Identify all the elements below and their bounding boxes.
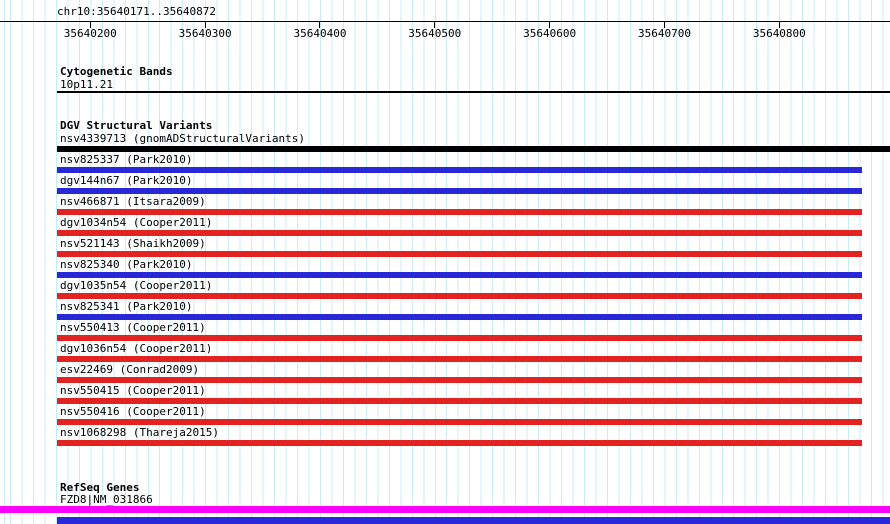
variant-row: dgv1036n54 (Cooper2011) — [0, 343, 890, 364]
variant-bar[interactable] — [57, 167, 862, 173]
variant-row: nsv825340 (Park2010) — [0, 259, 890, 280]
variant-bar[interactable] — [57, 398, 862, 404]
variant-row: dgv1035n54 (Cooper2011) — [0, 280, 890, 301]
ruler-tick — [319, 22, 321, 28]
refseq-gene-label: FZD8|NM_031866 — [60, 493, 153, 506]
variant-bar[interactable] — [57, 335, 862, 341]
dgv-structural-variants-header: DGV Structural Variants — [60, 119, 213, 132]
variant-row: nsv466871 (Itsara2009) — [0, 196, 890, 217]
variant-row: nsv550416 (Cooper2011) — [0, 406, 890, 427]
cytoband-label: 10p11.21 — [60, 78, 113, 91]
variant-row: nsv550413 (Cooper2011) — [0, 322, 890, 343]
variant-label: nsv825341 (Park2010) — [60, 300, 193, 313]
variant-label: nsv466871 (Itsara2009) — [60, 195, 206, 208]
ruler-tick-label: 35640200 — [63, 27, 117, 40]
variant-bar[interactable] — [57, 272, 862, 278]
ruler-tick — [204, 22, 206, 28]
variant-bar[interactable] — [57, 419, 862, 425]
ruler-tick — [663, 22, 665, 28]
variant-label: dgv144n67 (Park2010) — [60, 174, 193, 187]
region-label: chr10:35640171..35640872 — [57, 5, 216, 18]
variant-label: dgv1036n54 (Cooper2011) — [60, 342, 213, 355]
variant-row: nsv825337 (Park2010) — [0, 154, 890, 175]
variant-label: nsv550416 (Cooper2011) — [60, 405, 206, 418]
variant-row: dgv144n67 (Park2010) — [0, 175, 890, 196]
variant-label: esv22469 (Conrad2009) — [60, 363, 200, 376]
variant-bar[interactable] — [57, 293, 862, 299]
gene-span-bar[interactable] — [0, 506, 890, 513]
variant-row: nsv521143 (Shaikh2009) — [0, 238, 890, 259]
variant-bar[interactable] — [57, 440, 862, 446]
ruler-tick-label: 35640400 — [293, 27, 347, 40]
cytoband-glyph — [57, 91, 890, 93]
variant-label: nsv825340 (Park2010) — [60, 258, 193, 271]
ruler-tick-label: 35640800 — [752, 27, 806, 40]
ruler-tick — [778, 22, 780, 28]
ruler-tick — [549, 22, 551, 28]
variant-bar[interactable] — [57, 230, 862, 236]
cytogenetic-bands-header: Cytogenetic Bands — [60, 65, 173, 78]
ruler-tick-label: 35640600 — [523, 27, 577, 40]
variant-bar[interactable] — [57, 209, 862, 215]
ruler-tick — [434, 22, 436, 28]
ruler-tick-label: 35640500 — [408, 27, 462, 40]
variant-row: nsv1068298 (Thareja2015) — [0, 427, 890, 448]
variant-bar[interactable] — [57, 314, 862, 320]
variant-label: dgv1035n54 (Cooper2011) — [60, 279, 213, 292]
variant-label: nsv550413 (Cooper2011) — [60, 321, 206, 334]
ruler-tick-label: 35640700 — [637, 27, 691, 40]
variant-label: nsv825337 (Park2010) — [60, 153, 193, 166]
variant-label: nsv550415 (Cooper2011) — [60, 384, 206, 397]
variant-label: nsv4339713 (gnomADStructuralVariants) — [60, 132, 306, 145]
refseq-genes-header: RefSeq Genes — [60, 481, 140, 494]
ruler-tick-label: 35640300 — [178, 27, 232, 40]
variant-bar[interactable] — [57, 146, 890, 152]
variant-label: nsv1068298 (Thareja2015) — [60, 426, 219, 439]
variant-label: nsv521143 (Shaikh2009) — [60, 237, 206, 250]
variant-bar[interactable] — [57, 251, 862, 257]
variant-bar[interactable] — [57, 188, 862, 194]
variant-row: nsv4339713 (gnomADStructuralVariants) — [0, 133, 890, 154]
variant-bar[interactable] — [57, 377, 862, 383]
variant-row: esv22469 (Conrad2009) — [0, 364, 890, 385]
variant-row: nsv550415 (Cooper2011) — [0, 385, 890, 406]
ruler-line — [0, 21, 890, 22]
variant-label: dgv1034n54 (Cooper2011) — [60, 216, 213, 229]
variant-row: dgv1034n54 (Cooper2011) — [0, 217, 890, 238]
ruler-tick — [89, 22, 91, 28]
variant-row: nsv825341 (Park2010) — [0, 301, 890, 322]
gene-transcript-bar[interactable] — [57, 517, 890, 524]
variant-bar[interactable] — [57, 356, 862, 362]
